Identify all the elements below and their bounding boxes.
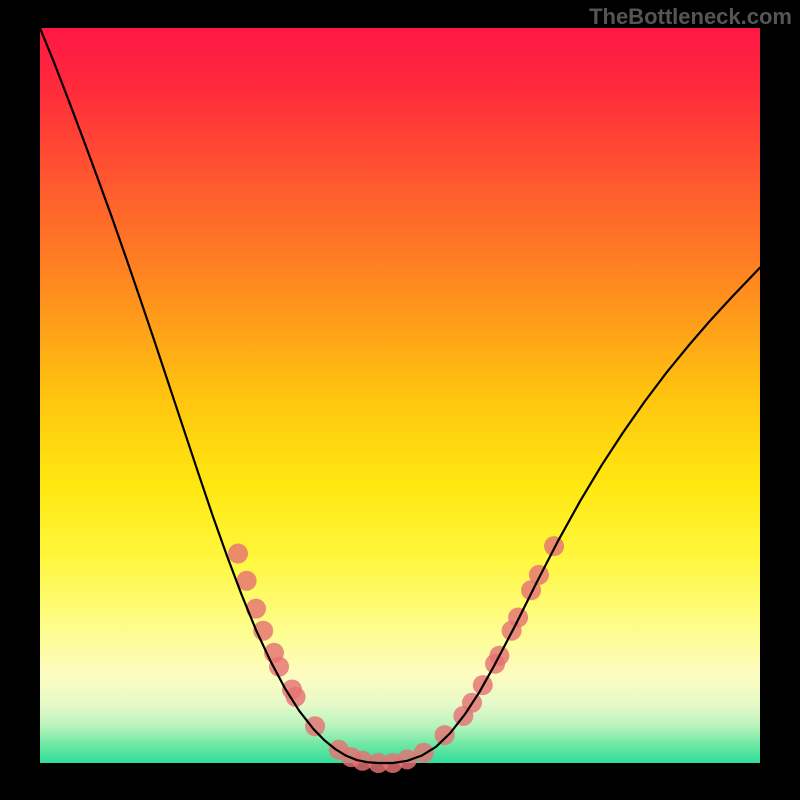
plot-background bbox=[40, 28, 760, 763]
marker-point bbox=[435, 725, 455, 745]
marker-point bbox=[544, 536, 564, 556]
watermark-text: TheBottleneck.com bbox=[589, 4, 792, 30]
marker-point bbox=[529, 565, 549, 585]
marker-point bbox=[305, 716, 325, 736]
chart-container: { "meta": { "watermark_text": "TheBottle… bbox=[0, 0, 800, 800]
marker-point bbox=[414, 743, 434, 763]
marker-point bbox=[269, 657, 289, 677]
bottleneck-chart bbox=[0, 0, 800, 800]
marker-point bbox=[228, 544, 248, 564]
